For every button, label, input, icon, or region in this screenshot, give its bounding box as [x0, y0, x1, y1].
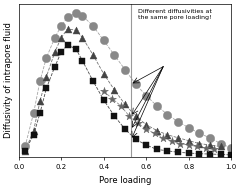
Y-axis label: Diffusivity of intrapore fluid: Diffusivity of intrapore fluid [4, 22, 13, 138]
Point [44, 75, 48, 78]
Point [102, 98, 106, 101]
Point [134, 138, 138, 141]
Point [170, 139, 174, 142]
Point [66, 27, 69, 30]
Point [38, 112, 42, 115]
Point [59, 51, 63, 54]
Point [23, 145, 27, 148]
Point [155, 129, 159, 132]
Point [59, 36, 63, 39]
Point [80, 36, 84, 39]
Point [208, 153, 212, 156]
Point [102, 90, 106, 93]
Point [38, 100, 42, 103]
Point [123, 68, 127, 71]
Point [187, 152, 191, 155]
Point [91, 53, 95, 57]
Point [197, 142, 201, 145]
Point [204, 146, 208, 149]
Point [178, 142, 182, 145]
Point [66, 43, 69, 46]
Point [197, 152, 201, 155]
Point [176, 136, 180, 139]
Point [166, 149, 169, 152]
Point [91, 80, 95, 83]
Point [161, 136, 165, 139]
Point [91, 24, 95, 27]
Point [74, 11, 78, 14]
Point [110, 97, 114, 100]
Point [23, 149, 27, 152]
Point [123, 128, 127, 131]
Point [187, 143, 191, 146]
Point [155, 104, 159, 107]
Point [112, 53, 116, 57]
Point [219, 142, 222, 145]
Point [23, 149, 27, 152]
Point [144, 128, 148, 131]
Point [153, 132, 157, 135]
Point [80, 59, 84, 62]
Point [74, 29, 78, 32]
Point [102, 72, 106, 75]
Point [187, 126, 191, 129]
Point [59, 24, 63, 27]
Point [53, 65, 57, 68]
Text: Different diffusivities at
the same pore loading!: Different diffusivities at the same pore… [138, 9, 212, 19]
Point [112, 115, 116, 118]
Point [208, 143, 212, 146]
Point [166, 133, 169, 136]
Point [44, 56, 48, 59]
Point [53, 36, 57, 39]
Point [197, 132, 201, 135]
Point [144, 94, 148, 97]
Point [136, 122, 140, 125]
Point [38, 80, 42, 83]
Point [102, 39, 106, 42]
Point [32, 133, 35, 136]
Point [127, 115, 131, 118]
Point [66, 16, 69, 19]
Point [176, 151, 180, 154]
Point [229, 153, 233, 156]
Point [155, 148, 159, 151]
Point [134, 83, 138, 86]
Point [187, 139, 191, 142]
Point [119, 104, 123, 107]
Point [195, 145, 199, 148]
Point [112, 88, 116, 91]
Point [219, 153, 222, 156]
Point [53, 51, 57, 54]
Point [144, 143, 148, 146]
X-axis label: Pore loading: Pore loading [99, 176, 151, 185]
Point [166, 113, 169, 116]
Point [32, 112, 35, 115]
Point [123, 103, 127, 106]
Point [44, 87, 48, 90]
Point [219, 145, 222, 148]
Point [176, 120, 180, 123]
Point [80, 14, 84, 17]
Point [134, 115, 138, 118]
Point [144, 123, 148, 126]
Point [229, 146, 233, 149]
Point [212, 148, 216, 151]
Point [208, 136, 212, 139]
Point [32, 129, 35, 132]
Point [74, 48, 78, 51]
